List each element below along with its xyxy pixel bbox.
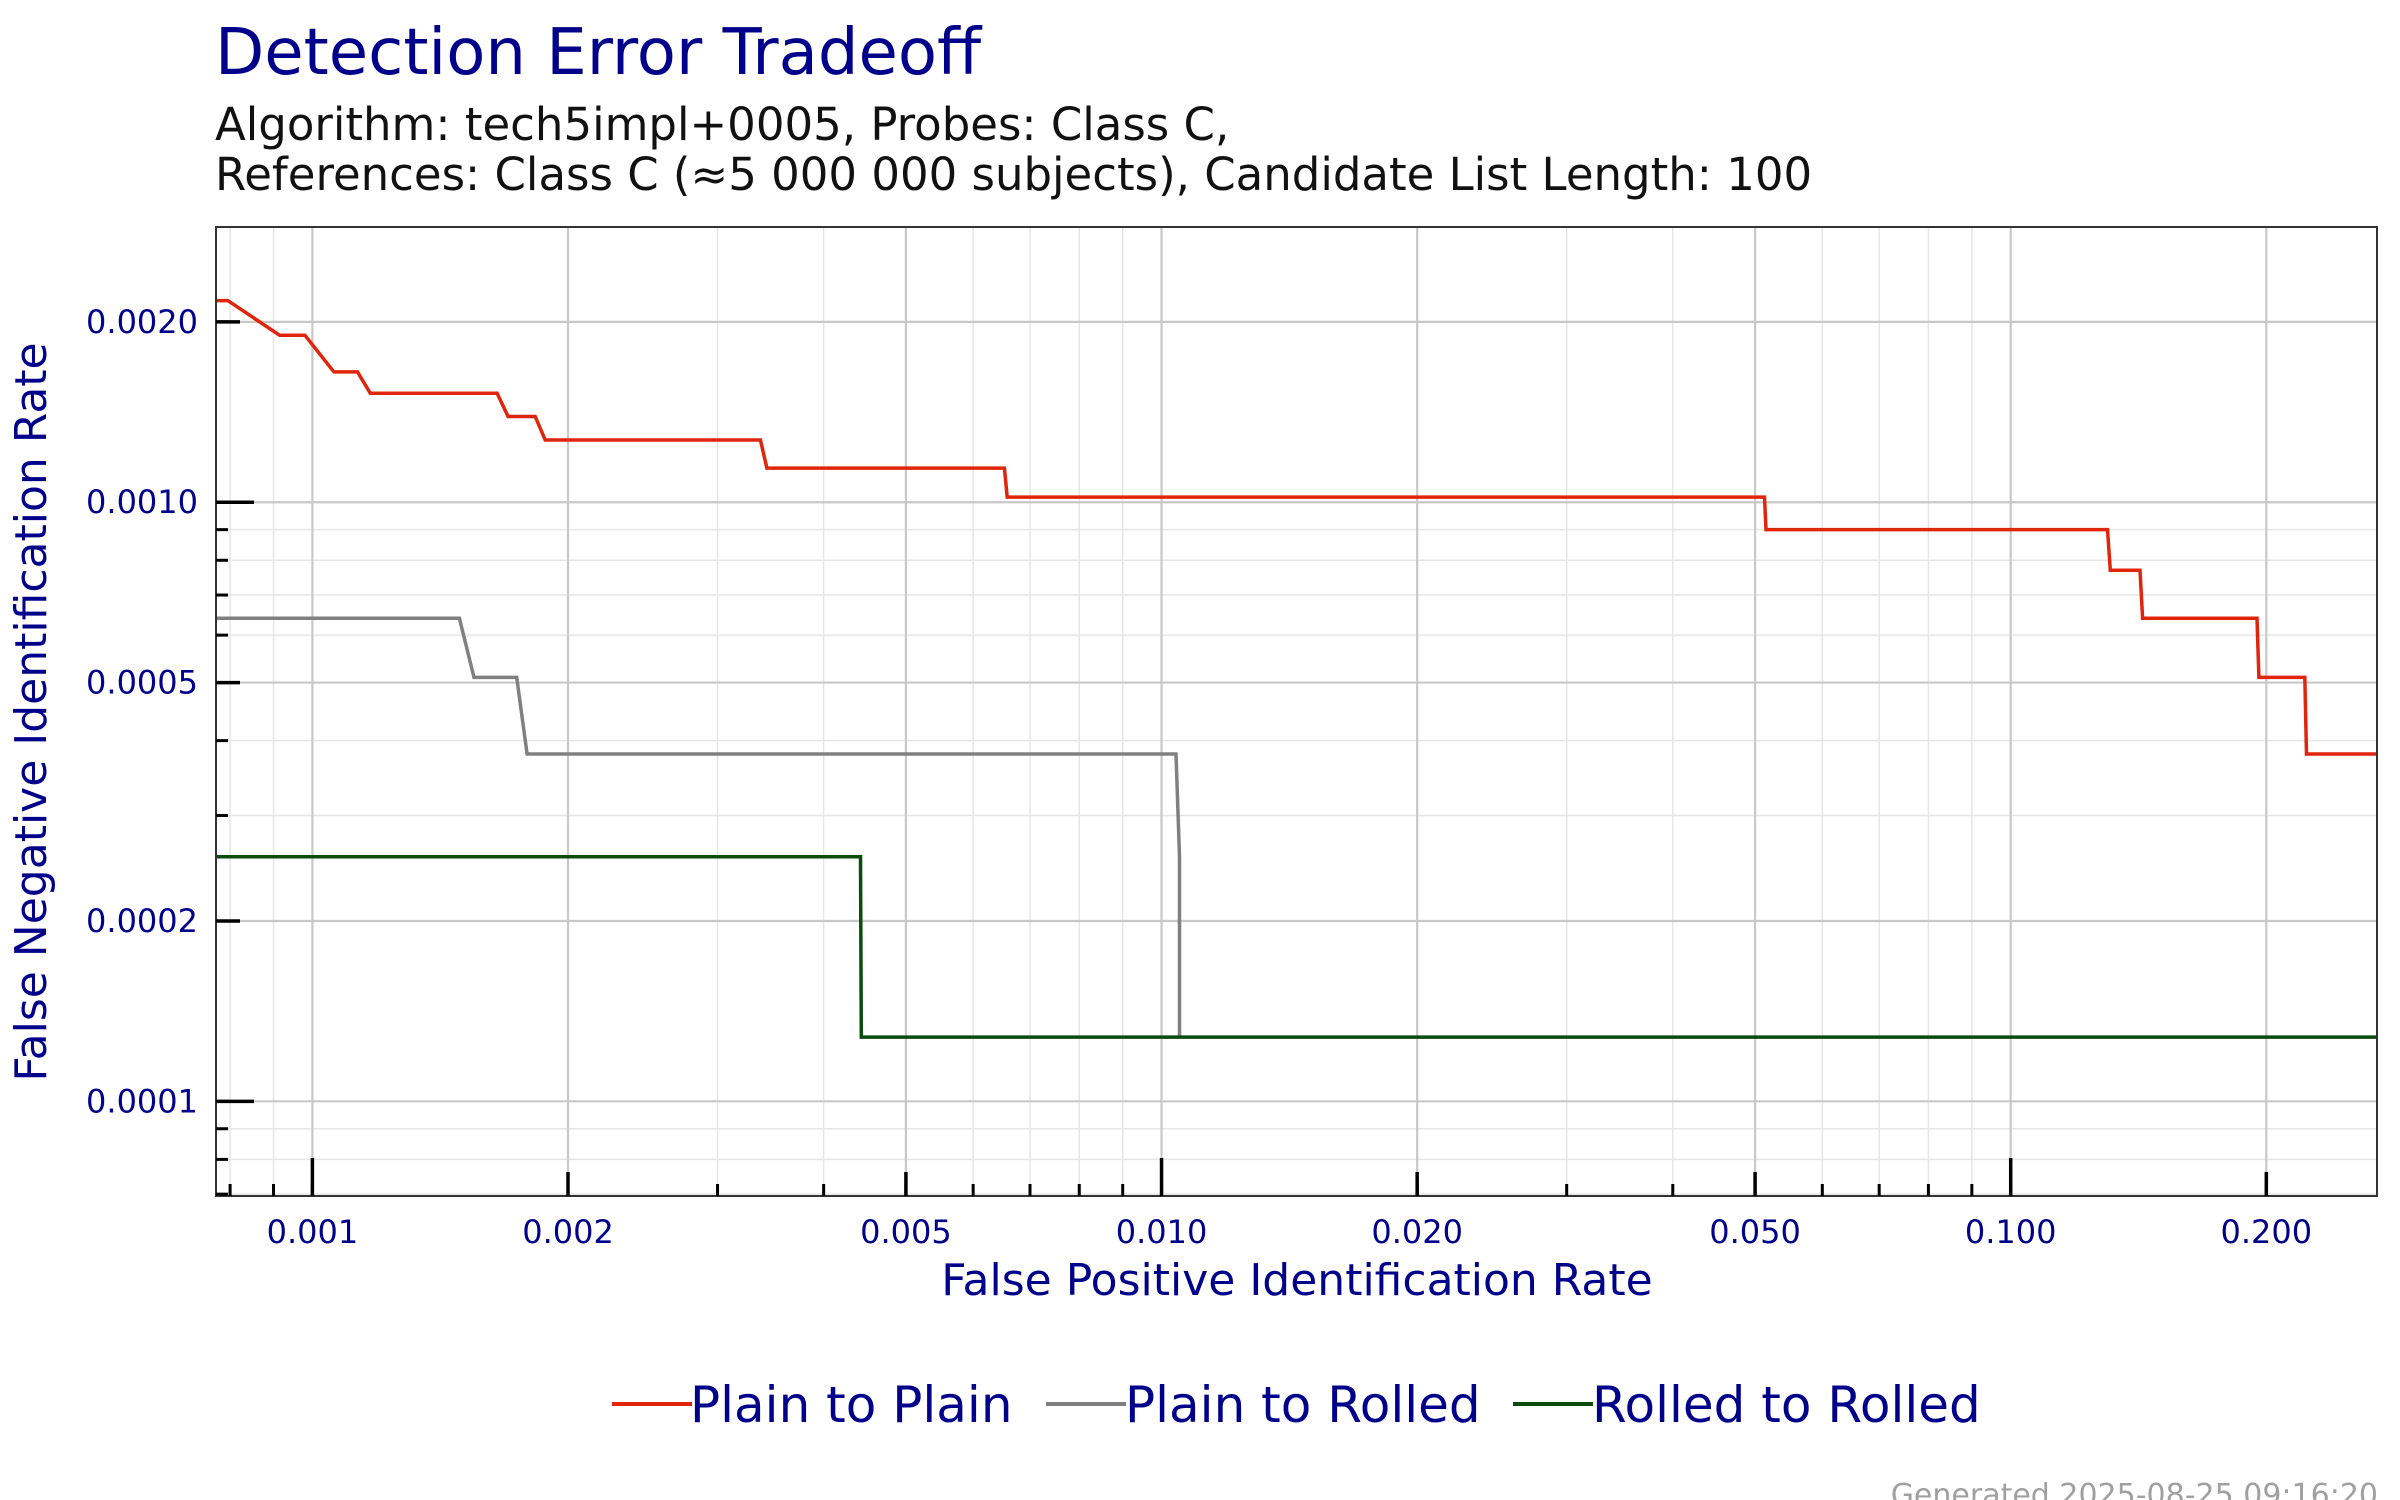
x-tick-label: 0.050: [1709, 1213, 1801, 1251]
legend-item: Plain to Plain: [612, 1376, 1013, 1434]
chart-title: Detection Error Tradeoff: [215, 16, 983, 90]
x-tick-label: 0.200: [2221, 1213, 2313, 1251]
x-tick-label: 0.005: [860, 1213, 952, 1251]
legend-label: Rolled to Rolled: [1592, 1376, 1981, 1434]
legend-label: Plain to Rolled: [1125, 1376, 1481, 1434]
x-tick-label: 0.001: [267, 1213, 359, 1251]
x-tick-label: 0.020: [1371, 1213, 1463, 1251]
series-line: [216, 616, 1182, 1038]
x-tick-labels: 0.001 0.002 0.005 0.010 0.020 0.050 0.100 0.200: [267, 1213, 2313, 1251]
x-tick-label: 0.002: [522, 1213, 614, 1251]
plot-frame: [215, 226, 2378, 1197]
series-line: [216, 298, 2377, 756]
y-tick-label: 0.0020: [86, 303, 198, 341]
y-tick-label: 0.0005: [86, 664, 198, 702]
legend: Plain to Plain Plain to Rolled Rolled to R…: [612, 1376, 1981, 1434]
major-gridlines: [216, 227, 2377, 1196]
series-line: [216, 855, 2377, 1039]
x-tick-label: 0.010: [1116, 1213, 1208, 1251]
x-axis-title: False Positive Identification Rate: [941, 1255, 1652, 1306]
y-axis-title: False Negative Identification Rate: [6, 342, 57, 1081]
series-layer: [216, 298, 2377, 1039]
y-tick-label: 0.0001: [86, 1082, 198, 1120]
legend-label: Plain to Plain: [690, 1376, 1013, 1434]
x-tick-label: 0.100: [1965, 1213, 2057, 1251]
generated-timestamp: Generated 2025-08-25 09:16:20: [1891, 1478, 2378, 1500]
y-tick-labels: 0.0001 0.0002 0.0005 0.0010 0.0020: [86, 303, 198, 1120]
minor-gridlines: [216, 227, 2377, 1196]
y-tick-label: 0.0010: [86, 483, 198, 521]
axis-ticks: [216, 320, 2269, 1196]
legend-item: Rolled to Rolled: [1513, 1376, 1981, 1434]
chart-subtitle-line-1: Algorithm: tech5impl+0005, Probes: Class…: [215, 98, 1229, 151]
legend-item: Plain to Rolled: [1046, 1376, 1481, 1434]
chart-subtitle-line-2: References: Class C (≈5 000 000 subjects…: [215, 148, 1812, 201]
y-tick-label: 0.0002: [86, 902, 198, 940]
